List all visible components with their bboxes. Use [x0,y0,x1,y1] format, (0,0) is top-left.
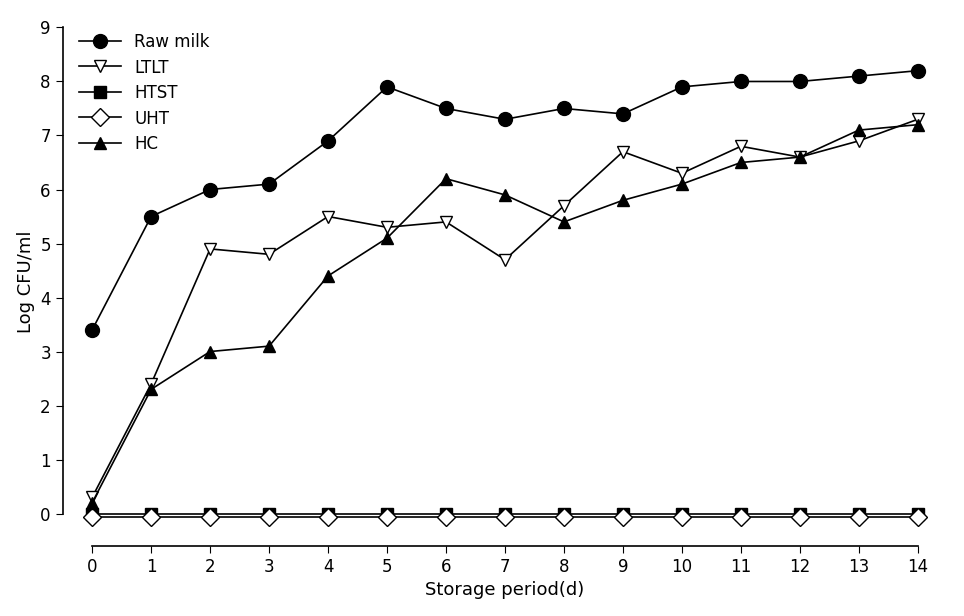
UHT [204,514,216,521]
UHT [263,514,275,521]
Legend: Raw milk, LTLT, HTST, UHT, HC: Raw milk, LTLT, HTST, UHT, HC [71,25,218,161]
HTST [322,510,334,517]
LTLT [736,142,747,150]
HC [853,126,865,134]
UHT [617,514,629,521]
Line: LTLT: LTLT [86,113,924,504]
LTLT [204,245,216,253]
HTST [204,510,216,517]
UHT [499,514,511,521]
HC [794,153,806,161]
LTLT [676,169,687,177]
Raw milk [263,180,275,188]
HC [441,175,452,182]
Raw milk [499,116,511,123]
HTST [736,510,747,517]
Raw milk [853,73,865,80]
HC [676,180,687,188]
UHT [146,514,157,521]
UHT [381,514,392,521]
Raw milk [204,186,216,193]
HTST [441,510,452,517]
LTLT [322,213,334,220]
LTLT [558,202,570,209]
LTLT [146,380,157,387]
Line: HTST: HTST [87,508,924,519]
HC [558,218,570,225]
Raw milk [794,78,806,85]
Raw milk [558,105,570,112]
HTST [263,510,275,517]
Y-axis label: Log CFU/ml: Log CFU/ml [16,230,35,333]
HC [204,348,216,355]
HC [499,191,511,198]
HC [617,197,629,204]
Raw milk [322,137,334,145]
UHT [912,514,924,521]
UHT [558,514,570,521]
UHT [794,514,806,521]
LTLT [853,137,865,145]
LTLT [263,251,275,258]
HC [381,235,392,242]
HTST [558,510,570,517]
HTST [676,510,687,517]
HTST [146,510,157,517]
UHT [87,514,98,521]
Raw milk [441,105,452,112]
HC [736,159,747,166]
HTST [912,510,924,517]
HC [322,272,334,280]
Raw milk [676,83,687,91]
Raw milk [381,83,392,91]
UHT [736,514,747,521]
HTST [617,510,629,517]
LTLT [617,148,629,155]
LTLT [441,218,452,225]
Raw milk [146,213,157,220]
LTLT [87,493,98,501]
HTST [499,510,511,517]
UHT [676,514,687,521]
HC [87,499,98,506]
LTLT [794,153,806,161]
Line: HC: HC [86,118,924,509]
Raw milk [617,110,629,118]
LTLT [912,116,924,123]
Raw milk [912,67,924,75]
HC [263,342,275,350]
Line: UHT: UHT [86,511,924,524]
HC [912,121,924,128]
HC [146,386,157,393]
HTST [87,510,98,517]
UHT [322,514,334,521]
HTST [794,510,806,517]
HTST [381,510,392,517]
HTST [853,510,865,517]
Raw milk [87,326,98,334]
LTLT [499,256,511,264]
Line: Raw milk: Raw milk [85,63,924,337]
Raw milk [736,78,747,85]
LTLT [381,224,392,231]
UHT [441,514,452,521]
X-axis label: Storage period(d): Storage period(d) [425,582,584,599]
UHT [853,514,865,521]
